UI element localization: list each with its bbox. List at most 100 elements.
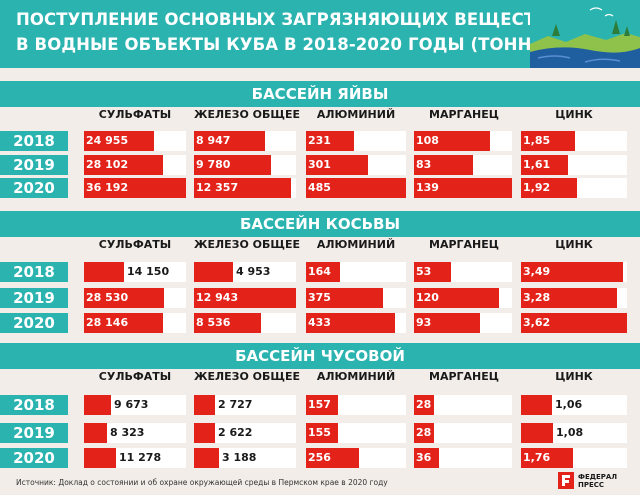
- value-label: 8 536: [196, 316, 231, 329]
- data-bar: [194, 313, 261, 333]
- data-bar: [521, 262, 623, 282]
- value-label: 155: [308, 426, 331, 439]
- value-label: 11 278: [119, 451, 162, 464]
- data-bar: [194, 448, 219, 468]
- federal-press-logo: ФЕДЕРАЛ ПРЕСС: [558, 471, 628, 491]
- bar-slot: 8 947: [194, 131, 296, 151]
- substance-header: МАРГАНЕЦ: [429, 238, 499, 251]
- value-label: 36 192: [86, 181, 129, 194]
- value-label: 12 357: [196, 181, 239, 194]
- year-label: 2018: [0, 131, 68, 151]
- data-bar: [84, 178, 186, 198]
- bar-slot: 24 955: [84, 131, 186, 151]
- data-bar: [414, 178, 512, 198]
- value-label: 83: [416, 158, 432, 171]
- data-bar: [194, 395, 215, 415]
- data-bar: [521, 155, 568, 175]
- basin-title: БАССЕЙН ЧУСОВОЙ: [235, 347, 405, 365]
- header: ПОСТУПЛЕНИЕ ОСНОВНЫХ ЗАГРЯЗНЯЮЩИХ ВЕЩЕСТ…: [0, 0, 640, 68]
- data-bar: [521, 313, 627, 333]
- value-label: 1,61: [523, 158, 551, 171]
- bar-slot: 164: [306, 262, 406, 282]
- bar-slot: 120: [414, 288, 512, 308]
- value-label: 14 150: [127, 265, 170, 278]
- logo-mark-icon: [558, 472, 574, 489]
- data-bar: [194, 131, 265, 151]
- data-bar: [414, 155, 473, 175]
- bar-slot: 93: [414, 313, 512, 333]
- bar-slot: 155: [306, 423, 406, 443]
- basin-title: БАССЕЙН КОСЬВЫ: [239, 215, 401, 233]
- bar-slot: 375: [306, 288, 406, 308]
- bar-slot: 36: [414, 448, 512, 468]
- data-bar: [521, 423, 553, 443]
- bar-slot: 1,61: [521, 155, 627, 175]
- data-bar: [414, 313, 480, 333]
- value-label: 36: [416, 451, 432, 464]
- year-label: 2019: [0, 423, 68, 443]
- data-bar: [521, 288, 617, 308]
- data-bar: [194, 262, 233, 282]
- data-bar: [194, 155, 271, 175]
- value-label: 2 622: [218, 426, 253, 439]
- data-bar: [414, 448, 439, 468]
- value-label: 1,08: [556, 426, 584, 439]
- bar-slot: 1,85: [521, 131, 627, 151]
- data-bar: [306, 155, 368, 175]
- data-bar: [194, 178, 291, 198]
- year-label: 2020: [0, 313, 68, 333]
- bar-slot: 9 780: [194, 155, 296, 175]
- value-label: 28 102: [86, 158, 129, 171]
- value-label: 3 188: [222, 451, 257, 464]
- year-label: 2020: [0, 178, 68, 198]
- bar-slot: 28: [414, 395, 512, 415]
- value-label: 301: [308, 158, 331, 171]
- bar-slot: 12 943: [194, 288, 296, 308]
- value-label: 9 673: [114, 398, 149, 411]
- bar-slot: 2 622: [194, 423, 296, 443]
- bar-slot: 2 727: [194, 395, 296, 415]
- data-bar: [521, 448, 573, 468]
- bar-slot: 3,49: [521, 262, 627, 282]
- data-bar: [414, 131, 490, 151]
- river-landscape-illustration: [530, 0, 640, 68]
- data-bar: [84, 155, 163, 175]
- bar-slot: 12 357: [194, 178, 296, 198]
- bar-slot: 301: [306, 155, 406, 175]
- value-label: 139: [416, 181, 439, 194]
- value-label: 1,92: [523, 181, 551, 194]
- title-line-1: ПОСТУПЛЕНИЕ ОСНОВНЫХ ЗАГРЯЗНЯЮЩИХ ВЕЩЕСТ…: [16, 10, 548, 29]
- value-label: 3,28: [523, 291, 551, 304]
- value-label: 375: [308, 291, 331, 304]
- source-note: Источник: Доклад о состоянии и об охране…: [16, 478, 388, 487]
- substance-header: АЛЮМИНИЙ: [316, 238, 396, 251]
- data-bar: [414, 288, 499, 308]
- value-label: 28: [416, 426, 432, 439]
- bar-slot: 53: [414, 262, 512, 282]
- substance-header: АЛЮМИНИЙ: [316, 108, 396, 121]
- value-label: 164: [308, 265, 331, 278]
- bar-slot: 83: [414, 155, 512, 175]
- value-label: 93: [416, 316, 432, 329]
- substance-header: ЦИНК: [555, 238, 593, 251]
- bar-slot: 4 953: [194, 262, 296, 282]
- data-bar: [84, 448, 116, 468]
- value-label: 12 943: [196, 291, 239, 304]
- bar-slot: 3,62: [521, 313, 627, 333]
- bar-slot: 14 150: [84, 262, 186, 282]
- data-bar: [194, 288, 296, 308]
- value-label: 231: [308, 134, 331, 147]
- bar-slot: 11 278: [84, 448, 186, 468]
- substance-header: ЦИНК: [555, 370, 593, 383]
- value-label: 256: [308, 451, 331, 464]
- data-bar: [306, 448, 359, 468]
- value-label: 28: [416, 398, 432, 411]
- bar-slot: 139: [414, 178, 512, 198]
- value-label: 53: [416, 265, 432, 278]
- bar-slot: 8 323: [84, 423, 186, 443]
- logo-text-line-2: ПРЕСС: [578, 481, 605, 489]
- data-bar: [306, 288, 383, 308]
- value-label: 108: [416, 134, 439, 147]
- data-bar: [306, 423, 338, 443]
- value-label: 2 727: [218, 398, 253, 411]
